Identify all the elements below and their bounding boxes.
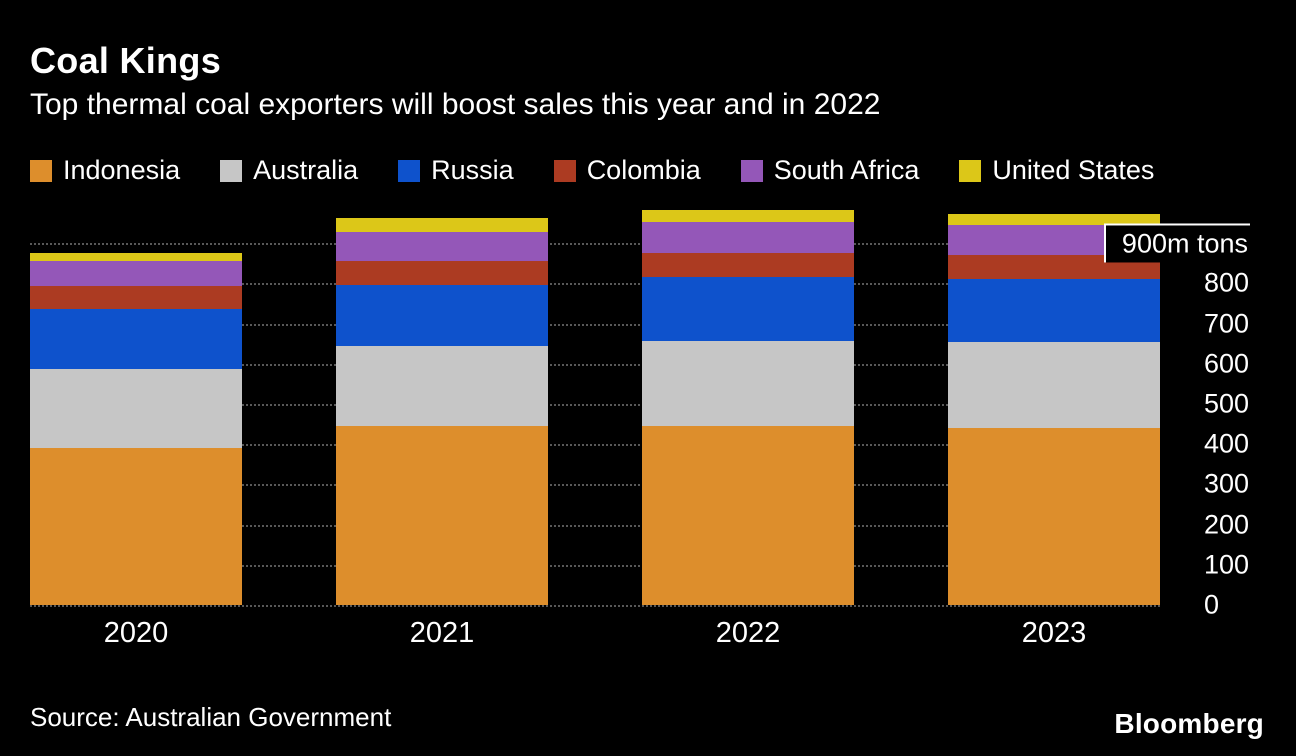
legend-swatch-south-africa [740,159,763,182]
gridline-800 [30,283,1160,286]
bar-2020 [30,252,242,605]
segment-united-states-2022 [642,209,854,222]
segment-colombia-2022 [642,252,854,278]
legend-label-united-states: United States [992,155,1155,185]
legend-label-russia: Russia [431,155,514,185]
gridline-100 [30,564,1160,567]
source-note: Source: Australian Government [30,702,392,732]
legend-swatch-russia [398,159,421,182]
x-label-2022: 2022 [715,617,781,649]
x-label-2020: 2020 [103,617,169,649]
legend-item-south-africa: South Africa [740,155,920,186]
bar-2023 [948,213,1160,605]
gridline-400 [30,444,1160,447]
gridline-0 [30,605,1160,607]
segment-russia-2023 [948,278,1160,343]
gridline-500 [30,404,1160,406]
segment-colombia-2020 [30,285,242,310]
legend-item-colombia: Colombia [553,155,701,186]
legend-item-indonesia: Indonesia [30,155,180,186]
y-tick-300: 300 [1204,468,1250,499]
legend: Indonesia Australia Russia Colombia South Af… [30,155,1154,186]
x-label-2021: 2021 [409,617,475,649]
segment-indonesia-2022 [642,426,854,605]
chart: 2020 2021 2022 2023 900m tons 800 700 600 500 40… [30,199,1266,649]
gridline-300 [30,484,1160,487]
chart-subtitle: Top thermal coal exporters will boost sa… [30,88,881,121]
segment-australia-2020 [30,368,242,449]
bar-2022 [642,209,854,605]
legend-label-australia: Australia [253,155,359,185]
gridline-900 [30,243,1160,246]
y-tick-700: 700 [1204,308,1250,339]
bars [30,199,1160,605]
segment-south-africa-2022 [642,221,854,253]
y-tick-100: 100 [1204,549,1250,580]
segment-indonesia-2021 [336,426,548,605]
segment-south-africa-2020 [30,260,242,286]
y-tick-0: 0 [1204,589,1220,620]
segment-colombia-2021 [336,261,548,286]
legend-swatch-australia [220,159,243,182]
segment-australia-2023 [948,342,1160,429]
x-axis: 2020 2021 2022 2023 [30,617,1160,650]
segment-united-states-2023 [948,213,1160,226]
legend-swatch-united-states [959,159,982,182]
plot-area [30,199,1160,607]
segment-russia-2022 [642,277,854,341]
y-tick-600: 600 [1204,348,1250,379]
y-tick-900: 900m tons [1103,223,1250,263]
bloomberg-logo: Bloomberg [1114,708,1264,739]
y-tick-500: 500 [1204,388,1250,419]
segment-united-states-2020 [30,252,242,261]
y-tick-200: 200 [1204,509,1250,540]
y-tick-800: 800 [1204,267,1250,298]
gridline-600 [30,363,1160,366]
segment-russia-2020 [30,309,242,369]
gridline-700 [30,323,1160,326]
legend-swatch-colombia [553,159,576,182]
gridline-200 [30,524,1160,527]
legend-label-south-africa: South Africa [773,155,920,185]
segment-indonesia-2020 [30,448,242,605]
chart-title: Coal Kings [30,40,222,81]
legend-item-australia: Australia [220,155,358,186]
segment-russia-2021 [336,285,548,346]
segment-australia-2021 [336,345,548,427]
segment-united-states-2021 [336,218,548,233]
segment-indonesia-2023 [948,428,1160,605]
x-label-2023: 2023 [1021,617,1087,649]
legend-label-indonesia: Indonesia [63,155,181,185]
legend-swatch-indonesia [30,159,52,182]
legend-label-colombia: Colombia [586,155,701,185]
bar-2021 [336,218,548,605]
segment-south-africa-2021 [336,232,548,262]
legend-item-united-states: United States [959,155,1154,186]
y-tick-400: 400 [1204,428,1250,459]
segment-australia-2022 [642,340,854,427]
legend-item-russia: Russia [398,155,514,186]
